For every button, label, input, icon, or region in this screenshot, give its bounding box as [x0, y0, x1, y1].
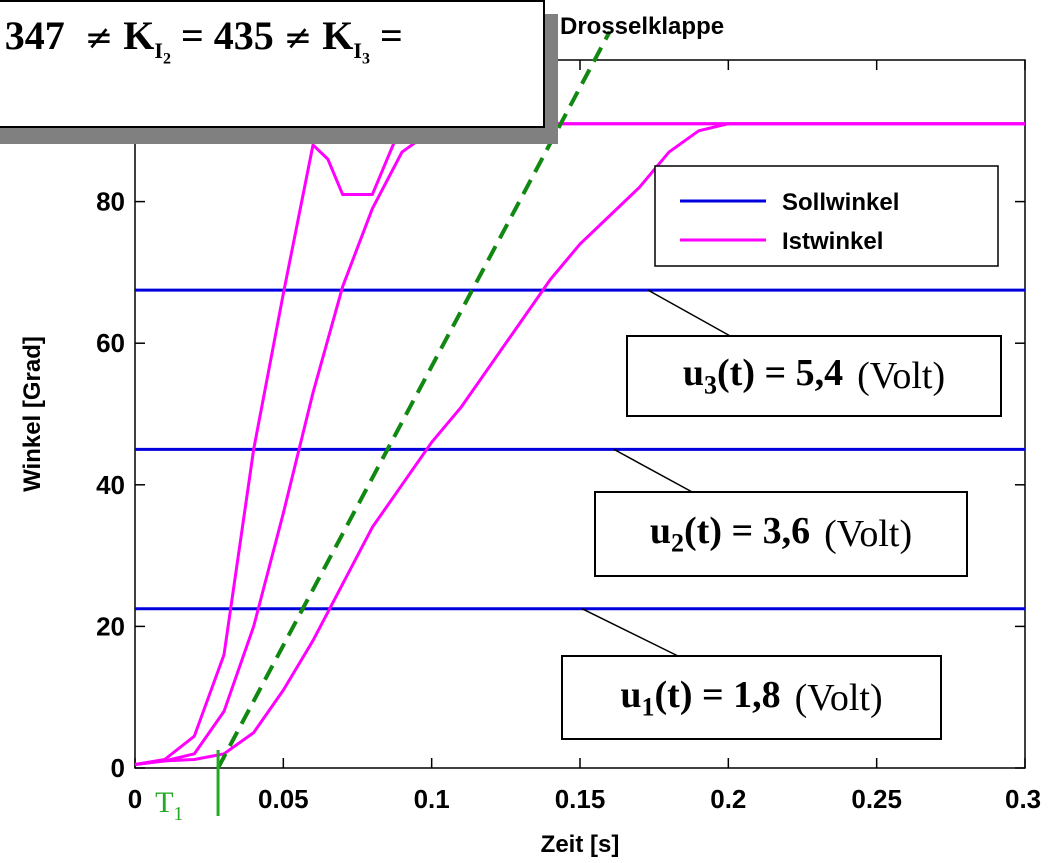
neq-symbol-2: ≠ [283, 18, 313, 58]
ki-symbol-3: K [322, 13, 354, 58]
t1-subscript: 1 [173, 803, 183, 825]
x-tick-label: 0.1 [414, 784, 450, 814]
t1-label: T1 [155, 786, 183, 825]
ki-symbol-2: K [123, 13, 155, 58]
y-tick-label: 40 [96, 470, 125, 500]
x-tick-label: 0 [128, 784, 142, 814]
ki-value-3: = [379, 13, 403, 58]
ki-value-1: = 347 [0, 13, 65, 58]
ki-annotation-text: = 347 ≠ KI2 = 435 ≠ KI3 = [0, 12, 403, 68]
y-tick-label: 20 [96, 611, 125, 641]
tick-labels: 0 0.05 0.1 0.15 0.2 0.25 0.3 0 20 40 60 80 [96, 187, 1041, 814]
tangent-line [216, 30, 612, 769]
y-tick-label: 80 [96, 187, 125, 217]
legend: Sollwinkel Istwinkel [654, 165, 999, 267]
x-axis-label: Zeit [s] [541, 831, 620, 858]
annotation-leader-line [647, 289, 733, 338]
chart-title: Drosselklappe [560, 13, 724, 40]
x-tick-label: 0.3 [1005, 784, 1041, 814]
annotation-u2: u2(t) = 3,6 (Volt) [594, 491, 968, 577]
x-tick-label: 0.2 [710, 784, 746, 814]
x-tick-label: 0.25 [851, 784, 902, 814]
y-tick-label: 0 [111, 753, 125, 783]
annotation-leader-line [581, 608, 681, 658]
y-tick-label: 60 [96, 328, 125, 358]
neq-symbol-1: ≠ [84, 18, 114, 58]
annotation-u1: u1(t) = 1,8 (Volt) [561, 655, 942, 740]
legend-box [654, 165, 999, 267]
ki-annotation-box: = 347 ≠ KI2 = 435 ≠ KI3 = [0, 0, 545, 128]
x-tick-label: 0.05 [258, 784, 309, 814]
annotation-u3: u3(t) = 5,4 (Volt) [626, 335, 1002, 417]
legend-label-istwinkel: Istwinkel [782, 228, 883, 255]
tangent-dashed-line [216, 30, 612, 769]
annotation-leader-line [613, 448, 695, 494]
ki-value-2: = 435 [180, 13, 274, 58]
y-axis-label: Winkel [Grad] [19, 336, 46, 492]
annotation-leaders [581, 289, 733, 658]
istwinkel-curve [134, 122, 1025, 766]
legend-label-sollwinkel: Sollwinkel [782, 189, 899, 216]
x-tick-label: 0.15 [555, 784, 606, 814]
